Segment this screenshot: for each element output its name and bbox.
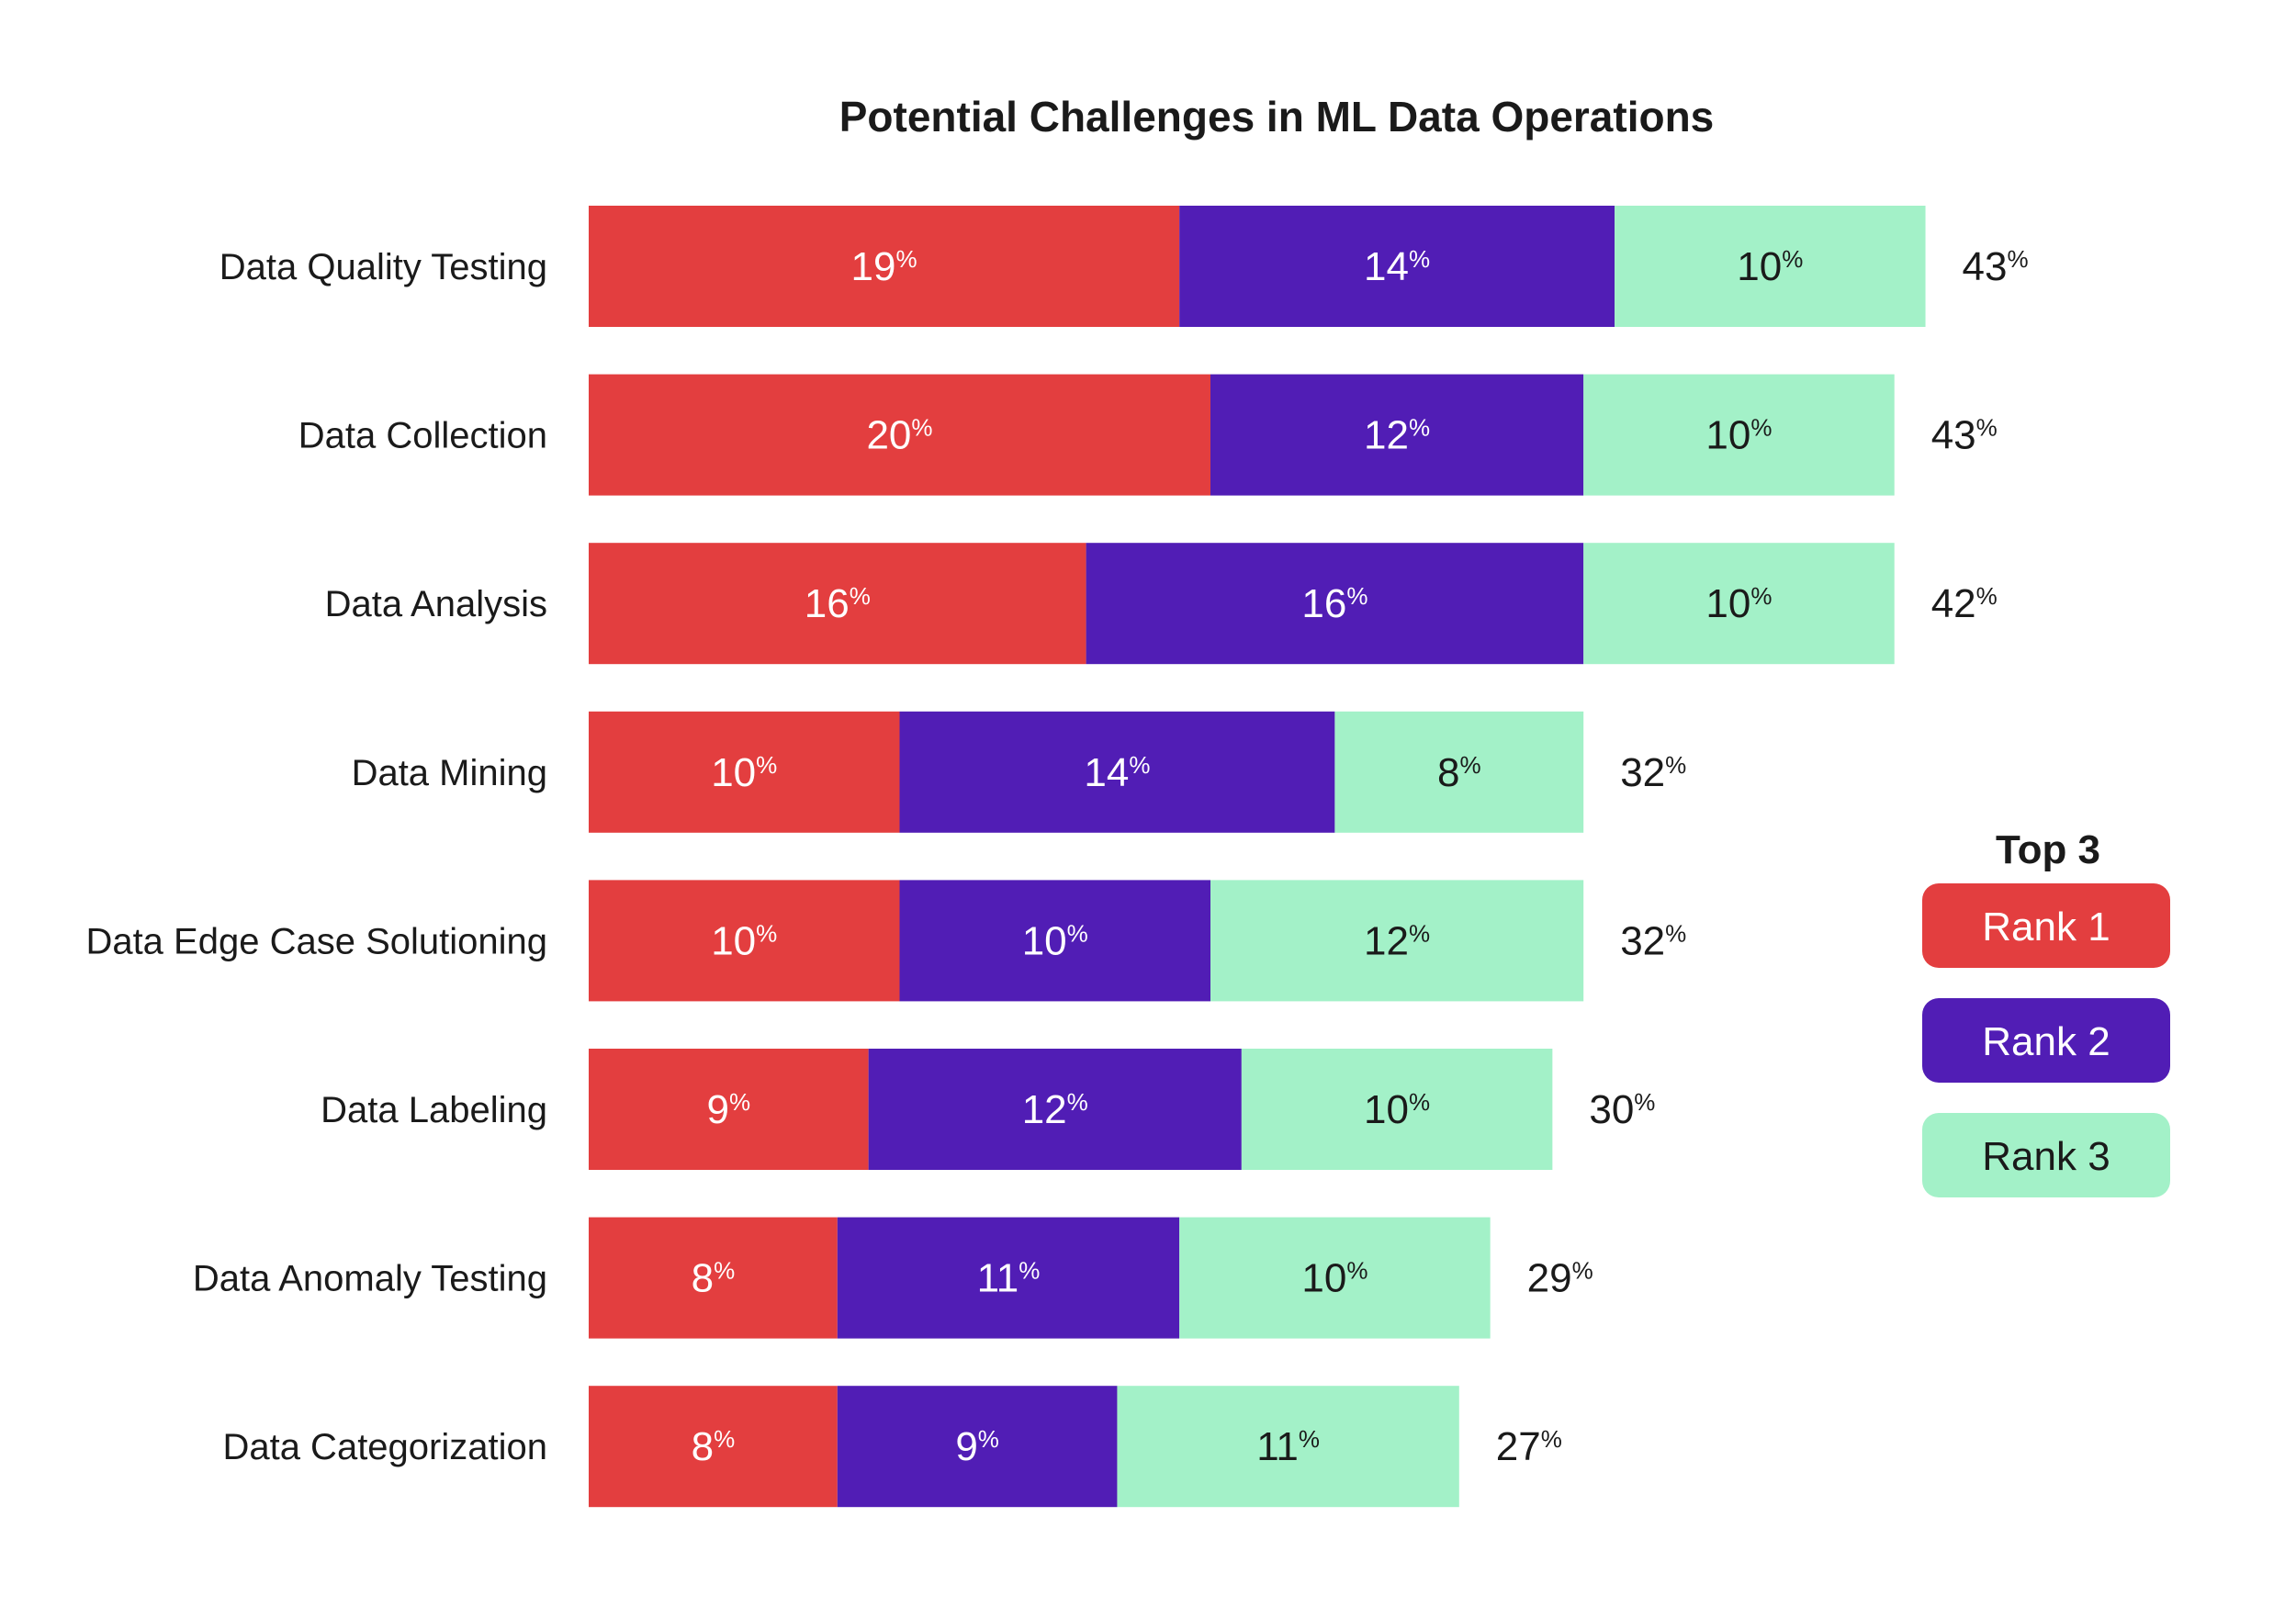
legend-swatch-rank-3 <box>1922 1113 2170 1197</box>
bar-segment-rank-2 <box>899 711 1335 833</box>
total-value-label: 30% <box>1589 1087 1655 1132</box>
bar-segment-rank-1 <box>589 206 1180 327</box>
segment-value-label: 19% <box>851 244 917 289</box>
segment-value-label: 10% <box>711 918 777 963</box>
bar-segment-rank-3 <box>1334 711 1584 833</box>
total-value-label: 29% <box>1527 1256 1593 1301</box>
segment-value-label: 10% <box>1022 918 1088 963</box>
category-label: Data Anomaly Testing <box>193 1259 547 1299</box>
bar-segment-rank-2 <box>1179 206 1615 327</box>
total-value-label: 43% <box>1963 244 2029 289</box>
segment-value-label: 10% <box>1705 413 1772 458</box>
bar-segment-rank-1 <box>589 1386 838 1508</box>
legend-label: Rank 2 <box>1982 1019 2110 1064</box>
category-label: Data Labeling <box>321 1090 547 1130</box>
segment-value-label: 8% <box>692 1256 736 1301</box>
category-label: Data Quality Testing <box>219 247 547 287</box>
segment-value-label: 8% <box>1437 750 1481 795</box>
bar-segment-rank-1 <box>589 1217 838 1339</box>
legend-swatch-rank-1 <box>1922 883 2170 968</box>
total-value-label: 42% <box>1931 581 1998 626</box>
category-label: Data Analysis <box>325 584 547 624</box>
bar-segment-rank-1 <box>589 711 900 833</box>
bar-segment-rank-2 <box>837 1217 1180 1339</box>
segment-value-label: 10% <box>1364 1087 1430 1132</box>
bar-segment-rank-1 <box>589 374 1210 496</box>
segment-value-label: 11% <box>1256 1424 1320 1469</box>
segment-value-label: 16% <box>1301 581 1367 626</box>
segment-value-label: 12% <box>1022 1087 1088 1132</box>
segment-value-label: 10% <box>1301 1256 1367 1301</box>
bar-segment-rank-3 <box>1241 1049 1553 1170</box>
segment-value-label: 14% <box>1084 750 1150 795</box>
bar-segment-rank-2 <box>868 1049 1242 1170</box>
chart-title: Potential Challenges in ML Data Operatio… <box>839 93 1715 140</box>
category-label: Data Collection <box>298 416 547 456</box>
legend-label: Rank 1 <box>1982 905 2110 949</box>
bar-segment-rank-3 <box>1615 206 1926 327</box>
bar-segment-rank-2 <box>1210 374 1584 496</box>
total-value-label: 43% <box>1931 413 1998 458</box>
bar-segment-rank-1 <box>589 880 900 1002</box>
segment-value-label: 10% <box>711 750 777 795</box>
bar-segment-rank-2 <box>1086 543 1584 665</box>
segment-value-label: 16% <box>805 581 871 626</box>
segment-value-label: 10% <box>1705 581 1772 626</box>
bar-segment-rank-3 <box>1117 1386 1459 1508</box>
legend-label: Rank 3 <box>1982 1134 2110 1179</box>
total-value-label: 32% <box>1620 750 1686 795</box>
bar-segment-rank-1 <box>589 543 1086 665</box>
total-labels: 43% 43% 42% 32% 32% 30% 29% 27% <box>1496 244 2029 1469</box>
bar-segment-rank-1 <box>589 1049 869 1170</box>
legend: Top 3 Rank 1 Rank 2 Rank 3 <box>1922 827 2170 1197</box>
segment-value-label: 8% <box>692 1424 736 1469</box>
bar-segment-rank-2 <box>837 1386 1118 1508</box>
bars: 19% 14% 10% 20% 12% 10% 16% 16% 10% 10% 14% 8% 10% 10… <box>589 206 1926 1508</box>
segment-value-label: 10% <box>1737 244 1803 289</box>
category-label: Data Edge Case Solutioning <box>85 921 547 961</box>
segment-value-label: 9% <box>955 1424 999 1469</box>
segment-value-label: 12% <box>1364 918 1430 963</box>
category-label: Data Mining <box>352 753 547 793</box>
legend-title: Top 3 <box>1996 827 2100 872</box>
segment-value-label: 11% <box>977 1256 1041 1301</box>
category-labels: Data Quality Testing Data Collection Data … <box>85 247 547 1467</box>
segment-value-label: 9% <box>707 1087 751 1132</box>
total-value-label: 32% <box>1620 918 1686 963</box>
segment-value-label: 20% <box>866 413 932 458</box>
segment-value-label: 12% <box>1364 413 1430 458</box>
bar-segment-rank-3 <box>1179 1217 1491 1339</box>
segment-value-label: 14% <box>1364 244 1430 289</box>
category-label: Data Categorization <box>222 1427 547 1467</box>
bar-segment-rank-3 <box>1583 543 1895 665</box>
legend-swatch-rank-2 <box>1922 998 2170 1083</box>
bar-segment-rank-2 <box>899 880 1210 1002</box>
bar-segment-rank-3 <box>1210 880 1584 1002</box>
bar-segment-rank-3 <box>1583 374 1895 496</box>
total-value-label: 27% <box>1496 1424 1562 1469</box>
